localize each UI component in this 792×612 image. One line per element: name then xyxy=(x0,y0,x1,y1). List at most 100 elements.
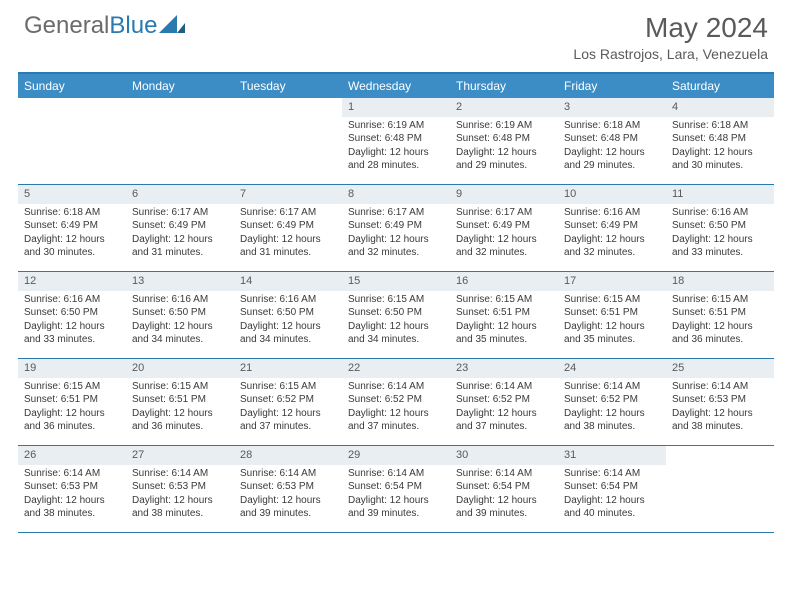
sunset-line: Sunset: 6:51 PM xyxy=(564,306,660,320)
day-body: Sunrise: 6:18 AMSunset: 6:48 PMDaylight:… xyxy=(558,119,666,177)
day-body: Sunrise: 6:14 AMSunset: 6:53 PMDaylight:… xyxy=(18,467,126,525)
sunrise-line: Sunrise: 6:14 AM xyxy=(456,380,552,394)
day-cell: 1Sunrise: 6:19 AMSunset: 6:48 PMDaylight… xyxy=(342,98,450,184)
day-body: Sunrise: 6:14 AMSunset: 6:53 PMDaylight:… xyxy=(234,467,342,525)
daylight-line: Daylight: 12 hours and 39 minutes. xyxy=(240,494,336,521)
sunrise-line: Sunrise: 6:15 AM xyxy=(240,380,336,394)
day-cell: 23 Sunrise: 6:14 AMSunset: 6:52 PMDayligh… xyxy=(450,359,558,445)
day-number: 23 xyxy=(450,359,558,378)
sunrise-line: Sunrise: 6:18 AM xyxy=(564,119,660,133)
daylight-line: Daylight: 12 hours and 32 minutes. xyxy=(564,233,660,260)
day-cell: 28Sunrise: 6:14 AMSunset: 6:53 PMDayligh… xyxy=(234,446,342,532)
day-body: Sunrise: 6:16 AMSunset: 6:50 PMDaylight:… xyxy=(126,293,234,351)
sunset-line: Sunset: 6:50 PM xyxy=(240,306,336,320)
daylight-line: Daylight: 12 hours and 38 minutes. xyxy=(24,494,120,521)
day-number: 2 xyxy=(450,98,558,117)
sunset-line: Sunset: 6:49 PM xyxy=(132,219,228,233)
day-cell: 10Sunrise: 6:16 AMSunset: 6:49 PMDayligh… xyxy=(558,185,666,271)
sunset-line: Sunset: 6:51 PM xyxy=(24,393,120,407)
sunset-line: Sunset: 6:50 PM xyxy=(24,306,120,320)
day-cell: 5Sunrise: 6:18 AMSunset: 6:49 PMDaylight… xyxy=(18,185,126,271)
daylight-line: Daylight: 12 hours and 36 minutes. xyxy=(132,407,228,434)
daylight-line: Daylight: 12 hours and 38 minutes. xyxy=(672,407,768,434)
day-cell: 6 Sunrise: 6:17 AMSunset: 6:49 PMDaylight… xyxy=(126,185,234,271)
day-cell: 12Sunrise: 6:16 AMSunset: 6:50 PMDayligh… xyxy=(18,272,126,358)
daylight-line: Daylight: 12 hours and 29 minutes. xyxy=(564,146,660,173)
daylight-line: Daylight: 12 hours and 31 minutes. xyxy=(132,233,228,260)
sunset-line: Sunset: 6:50 PM xyxy=(672,219,768,233)
month-title: May 2024 xyxy=(573,12,768,44)
sunset-line: Sunset: 6:51 PM xyxy=(132,393,228,407)
day-cell: 31Sunrise: 6:14 AMSunset: 6:54 PMDayligh… xyxy=(558,446,666,532)
sunrise-line: Sunrise: 6:14 AM xyxy=(348,380,444,394)
day-cell: 18Sunrise: 6:15 AMSunset: 6:51 PMDayligh… xyxy=(666,272,774,358)
daylight-line: Daylight: 12 hours and 37 minutes. xyxy=(456,407,552,434)
daylight-line: Daylight: 12 hours and 37 minutes. xyxy=(240,407,336,434)
sunrise-line: Sunrise: 6:14 AM xyxy=(672,380,768,394)
day-cell: 24Sunrise: 6:14 AMSunset: 6:52 PMDayligh… xyxy=(558,359,666,445)
day-body: Sunrise: 6:14 AMSunset: 6:53 PMDaylight:… xyxy=(126,467,234,525)
sunrise-line: Sunrise: 6:14 AM xyxy=(456,467,552,481)
day-body: Sunrise: 6:15 AMSunset: 6:51 PMDaylight:… xyxy=(450,293,558,351)
weekday-thursday: Thursday xyxy=(450,74,558,98)
day-number: 31 xyxy=(558,446,666,465)
day-cell xyxy=(234,98,342,184)
day-body: Sunrise: 6:16 AMSunset: 6:50 PMDaylight:… xyxy=(234,293,342,351)
day-body: Sunrise: 6:19 AMSunset: 6:48 PMDaylight:… xyxy=(450,119,558,177)
sunrise-line: Sunrise: 6:14 AM xyxy=(240,467,336,481)
day-number: 10 xyxy=(558,185,666,204)
daylight-line: Daylight: 12 hours and 28 minutes. xyxy=(348,146,444,173)
sunset-line: Sunset: 6:48 PM xyxy=(564,132,660,146)
daylight-line: Daylight: 12 hours and 30 minutes. xyxy=(24,233,120,260)
sunrise-line: Sunrise: 6:15 AM xyxy=(132,380,228,394)
sunrise-line: Sunrise: 6:18 AM xyxy=(672,119,768,133)
day-number: 8 xyxy=(342,185,450,204)
sunset-line: Sunset: 6:49 PM xyxy=(240,219,336,233)
sunrise-line: Sunrise: 6:15 AM xyxy=(348,293,444,307)
day-number: 6 xyxy=(126,185,234,204)
day-cell xyxy=(18,98,126,184)
day-cell: 20Sunrise: 6:15 AMSunset: 6:51 PMDayligh… xyxy=(126,359,234,445)
day-cell: 21Sunrise: 6:15 AMSunset: 6:52 PMDayligh… xyxy=(234,359,342,445)
day-cell: 11Sunrise: 6:16 AMSunset: 6:50 PMDayligh… xyxy=(666,185,774,271)
day-body: Sunrise: 6:17 AMSunset: 6:49 PMDaylight:… xyxy=(450,206,558,264)
daylight-line: Daylight: 12 hours and 39 minutes. xyxy=(348,494,444,521)
header: GeneralBlue May 2024 Los Rastrojos, Lara… xyxy=(0,0,792,66)
weekday-wednesday: Wednesday xyxy=(342,74,450,98)
day-number: 19 xyxy=(18,359,126,378)
sunrise-line: Sunrise: 6:14 AM xyxy=(132,467,228,481)
daylight-line: Daylight: 12 hours and 35 minutes. xyxy=(564,320,660,347)
day-number: 29 xyxy=(342,446,450,465)
day-cell: 17Sunrise: 6:15 AMSunset: 6:51 PMDayligh… xyxy=(558,272,666,358)
daylight-line: Daylight: 12 hours and 32 minutes. xyxy=(348,233,444,260)
weekday-friday: Friday xyxy=(558,74,666,98)
day-body: Sunrise: 6:15 AMSunset: 6:52 PMDaylight:… xyxy=(234,380,342,438)
day-body: Sunrise: 6:14 AMSunset: 6:52 PMDaylight:… xyxy=(450,380,558,438)
weekday-row: SundayMondayTuesdayWednesdayThursdayFrid… xyxy=(18,74,774,98)
sunset-line: Sunset: 6:51 PM xyxy=(672,306,768,320)
day-body: Sunrise: 6:14 AMSunset: 6:52 PMDaylight:… xyxy=(342,380,450,438)
day-number: 17 xyxy=(558,272,666,291)
logo-text-2: Blue xyxy=(109,12,157,40)
weekday-tuesday: Tuesday xyxy=(234,74,342,98)
sunset-line: Sunset: 6:53 PM xyxy=(240,480,336,494)
sunset-line: Sunset: 6:54 PM xyxy=(348,480,444,494)
daylight-line: Daylight: 12 hours and 39 minutes. xyxy=(456,494,552,521)
day-body: Sunrise: 6:17 AMSunset: 6:49 PMDaylight:… xyxy=(234,206,342,264)
sunrise-line: Sunrise: 6:17 AM xyxy=(132,206,228,220)
day-body: Sunrise: 6:17 AMSunset: 6:49 PMDaylight:… xyxy=(126,206,234,264)
sunset-line: Sunset: 6:52 PM xyxy=(348,393,444,407)
day-number: 1 xyxy=(342,98,450,117)
location: Los Rastrojos, Lara, Venezuela xyxy=(573,46,768,62)
day-cell xyxy=(666,446,774,532)
day-number: 30 xyxy=(450,446,558,465)
day-cell xyxy=(126,98,234,184)
weekday-monday: Monday xyxy=(126,74,234,98)
sunrise-line: Sunrise: 6:16 AM xyxy=(240,293,336,307)
day-number: 12 xyxy=(18,272,126,291)
daylight-line: Daylight: 12 hours and 33 minutes. xyxy=(672,233,768,260)
day-cell: 27Sunrise: 6:14 AMSunset: 6:53 PMDayligh… xyxy=(126,446,234,532)
weekday-saturday: Saturday xyxy=(666,74,774,98)
day-cell: 9Sunrise: 6:17 AMSunset: 6:49 PMDaylight… xyxy=(450,185,558,271)
sunrise-line: Sunrise: 6:15 AM xyxy=(456,293,552,307)
